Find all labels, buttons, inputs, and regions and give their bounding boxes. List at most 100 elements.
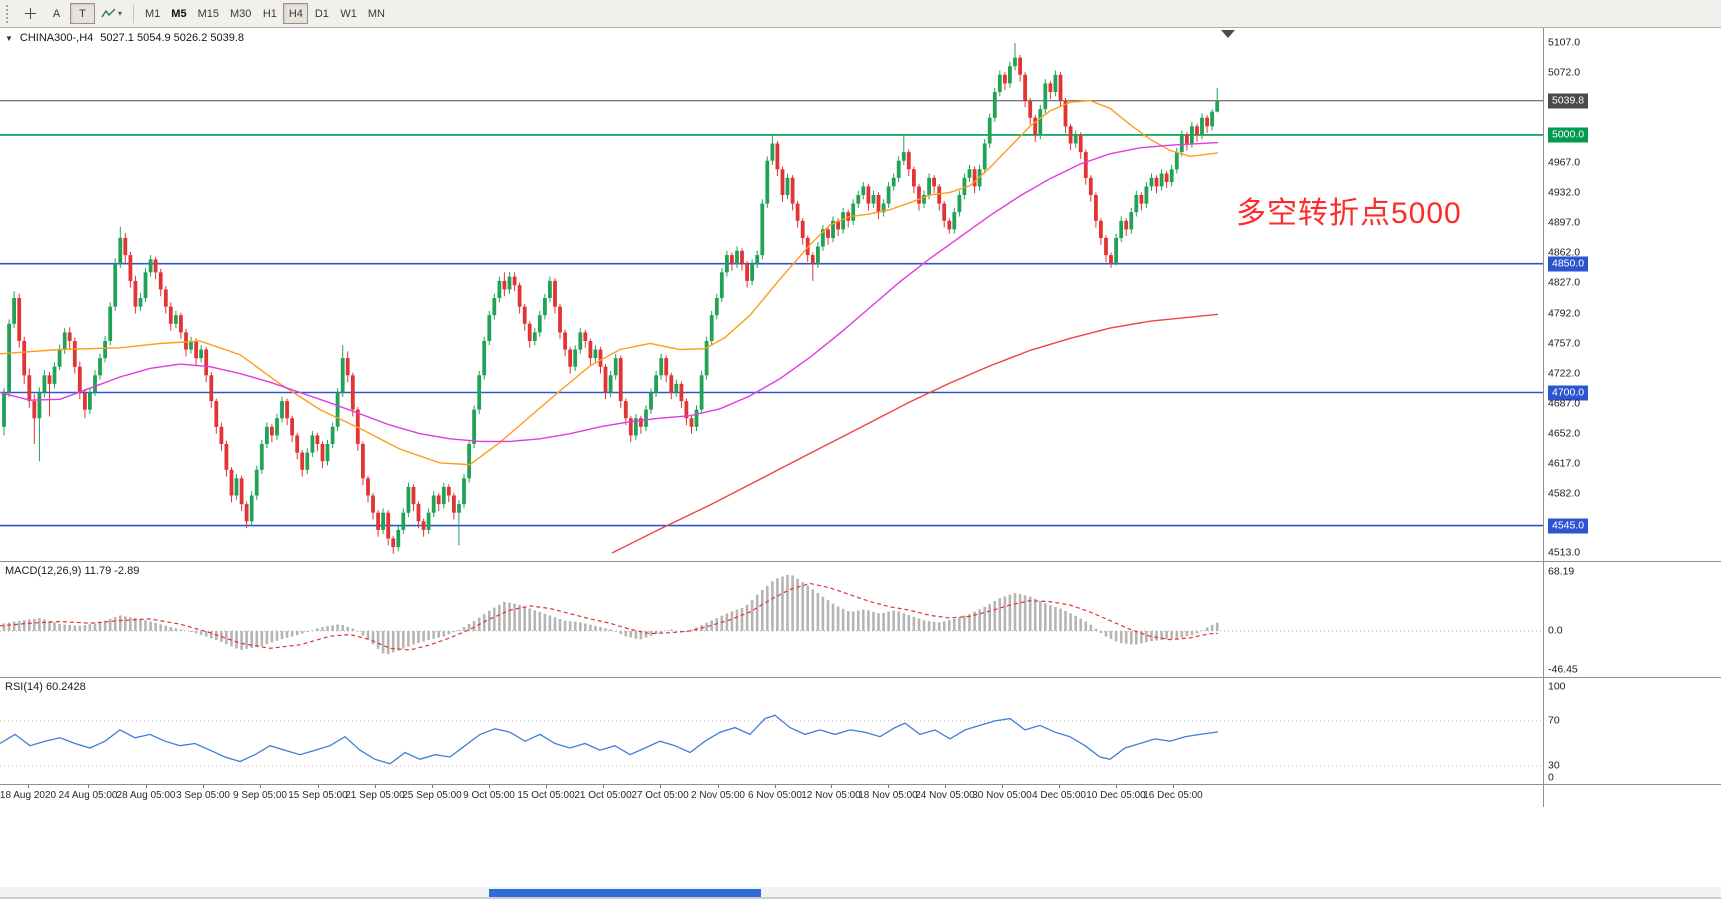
candle-body — [502, 280, 507, 290]
price-axis-label: 4827.0 — [1548, 276, 1581, 289]
candle-body — [588, 341, 593, 359]
candle-body — [386, 512, 391, 539]
candle-body — [1104, 237, 1108, 256]
candle-body — [861, 186, 866, 195]
time-axis-tick — [375, 785, 376, 788]
panel-separator[interactable] — [0, 677, 1721, 678]
candle-body — [922, 195, 926, 204]
chart-shift-marker-icon — [1221, 30, 1235, 38]
text-tool-button-glyph: T — [79, 7, 86, 20]
timeframe-button-d1[interactable]: D1 — [314, 7, 329, 20]
candle-body — [32, 401, 37, 419]
candle-body — [133, 280, 138, 307]
candle-body — [401, 512, 406, 530]
candle-body — [163, 289, 168, 307]
candle-body — [866, 186, 871, 204]
candle-body — [800, 220, 805, 238]
timeframe-button-m15[interactable]: M15 — [197, 7, 219, 20]
candle-body — [639, 418, 643, 427]
candle-body — [477, 375, 482, 410]
rsi-panel[interactable]: RSI(14) 60.2428 — [0, 678, 1543, 784]
candle-body — [249, 495, 254, 522]
chart-annotation-text: 多空转折点5000 — [1236, 197, 1462, 230]
price-chart-canvas[interactable] — [0, 28, 1543, 561]
panel-separator[interactable] — [0, 561, 1721, 562]
price-chart-panel[interactable]: ▼ CHINA300-,H4 5027.1 5054.9 5026.2 5039… — [0, 28, 1543, 561]
candle-body — [1013, 57, 1017, 67]
horizontal-scrollbar[interactable] — [0, 887, 1721, 899]
time-axis-label: 4 Dec 05:00 — [1032, 790, 1086, 801]
candle-body — [997, 74, 1002, 92]
candle-body — [846, 212, 851, 221]
macd-axis[interactable]: 68.19 0.0 -46.45 — [1544, 562, 1721, 677]
candle-body — [1200, 117, 1204, 135]
text-label-button[interactable]: A — [44, 3, 69, 24]
timeframe-button-w1[interactable]: W1 — [340, 7, 357, 20]
rsi-canvas[interactable] — [0, 678, 1543, 784]
timeframe-button-h4[interactable]: H4 — [283, 3, 309, 24]
time-axis-label: 3 Sep 05:00 — [176, 790, 230, 801]
candle-body — [1114, 237, 1118, 264]
candle-body — [836, 220, 840, 230]
candle-body — [649, 392, 653, 410]
candle-body — [507, 276, 512, 290]
candle-body — [745, 263, 749, 281]
text-tool-button[interactable]: T — [70, 3, 95, 24]
candle-body — [578, 332, 583, 350]
indicators-button[interactable]: ▾ — [96, 3, 127, 24]
candle-body — [851, 203, 856, 221]
price-axis-label: 4652.0 — [1548, 427, 1581, 440]
candle-body — [704, 341, 709, 376]
candle-body — [148, 259, 153, 273]
candle-body — [912, 169, 916, 187]
timeframe-button-h1[interactable]: H1 — [262, 7, 277, 20]
ma-line-slow-red — [611, 313, 1219, 554]
scrollbar-thumb[interactable] — [489, 889, 761, 898]
candle-body — [209, 375, 214, 402]
candle-body — [320, 444, 325, 462]
candle-body — [967, 169, 972, 178]
candle-body — [1088, 177, 1093, 195]
candle-body — [1119, 220, 1124, 238]
timeframe-button-m30[interactable]: M30 — [229, 7, 252, 20]
crosshair-icon — [24, 7, 37, 20]
time-axis-label: 12 Nov 05:00 — [801, 790, 861, 801]
macd-canvas[interactable] — [0, 562, 1543, 677]
time-axis-label: 15 Oct 05:00 — [517, 790, 575, 801]
rsi-header: RSI(14) 60.2428 — [5, 681, 86, 693]
candle-body — [244, 504, 249, 522]
time-axis-tick — [1116, 785, 1117, 788]
crosshair-button[interactable] — [18, 3, 43, 24]
candle-body — [83, 392, 87, 410]
rsi-axis[interactable]: 100 70 30 0 — [1544, 678, 1721, 784]
candle-body — [972, 169, 977, 187]
timeframe-button-mn[interactable]: MN — [367, 7, 385, 20]
candle-body — [740, 250, 744, 264]
timeframe-button-m5[interactable]: M5 — [171, 7, 187, 20]
candle-body — [962, 177, 967, 195]
macd-panel[interactable]: MACD(12,26,9) 11.79 -2.89 — [0, 562, 1543, 677]
candle-body — [441, 486, 446, 505]
time-axis-label: 21 Oct 05:00 — [574, 790, 632, 801]
price-axis-label: 4617.0 — [1548, 457, 1581, 470]
timeframe-button-m1[interactable]: M1 — [145, 7, 161, 20]
time-axis-tick — [146, 785, 147, 788]
price-axis-label: 4932.0 — [1548, 186, 1581, 199]
candle-body — [709, 315, 714, 341]
dropdown-triangle-icon: ▼ — [5, 33, 13, 43]
candle-body — [325, 444, 330, 462]
time-axis-tick — [28, 785, 29, 788]
candle-body — [270, 426, 274, 436]
candle-body — [457, 504, 461, 513]
candle-body — [381, 512, 385, 530]
toolbar: A T ▾ M1 M5 M15 M30 H1 H4 D1 W1 MN — [0, 0, 1721, 28]
price-axis[interactable]: 5107.0 5072.0 5039.8 5000.0 4967.0 4932.0 4897… — [1544, 28, 1721, 561]
candle-body — [1033, 117, 1038, 135]
toolbar-grip[interactable] — [6, 4, 13, 23]
candle-body — [290, 418, 294, 436]
candle-body — [67, 332, 72, 341]
candle-body — [613, 358, 618, 376]
candle-body — [896, 160, 901, 178]
time-axis-tick — [546, 785, 547, 788]
time-axis[interactable]: 18 Aug 2020 24 Aug 05:00 28 Aug 05:00 3 Sep… — [0, 785, 1543, 807]
